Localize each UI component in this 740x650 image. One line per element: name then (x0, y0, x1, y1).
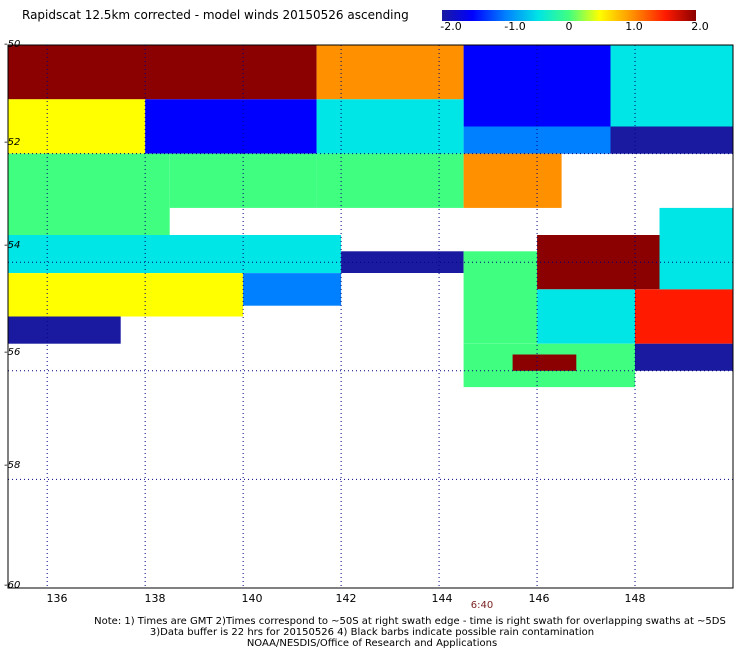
heatmap-cell (537, 289, 636, 344)
heatmap-cell (635, 289, 733, 344)
heatmap-cell (8, 153, 170, 235)
y-tick-label: -58 (4, 460, 21, 471)
colorbar-tick-label: -2.0 (440, 20, 462, 33)
heatmap-cell (316, 153, 464, 208)
y-tick-label: -60 (4, 580, 21, 591)
x-tick-label: 136 (46, 592, 68, 605)
heatmap-cell (145, 99, 317, 154)
heatmap-cell (316, 99, 464, 154)
x-tick-label: 138 (144, 592, 166, 605)
heatmap-cell (341, 251, 464, 273)
heatmap-cell (635, 343, 733, 371)
heatmap-cell (8, 235, 342, 273)
colorbar-tick-label: 0 (565, 20, 573, 33)
colorbar-tick-label: -1.0 (504, 20, 526, 33)
heatmap-cell (537, 235, 660, 290)
heatmap-cell (463, 153, 562, 208)
heatmap-cell (169, 153, 317, 208)
colorbar-tick-label: 2.0 (691, 20, 709, 33)
colorbar-tick-label: 1.0 (625, 20, 643, 33)
heatmap-cell (8, 99, 146, 154)
heatmap-cell (610, 45, 733, 127)
heatmap-cell (659, 207, 733, 290)
heatmap-cell (512, 354, 577, 371)
heatmap-cell (8, 316, 121, 344)
heatmap-cell (243, 273, 342, 306)
heatmap-regions (8, 45, 733, 388)
x-tick-label: 142 (335, 592, 357, 605)
note-line: 3)Data buffer is 22 hrs for 20150526 4) … (149, 627, 595, 638)
x-tick-label: 146 (528, 592, 550, 605)
note-line: Note: 1) Times are GMT 2)Times correspon… (94, 616, 726, 627)
y-tick-label: -56 (4, 347, 21, 358)
y-tick-label: -50 (4, 39, 21, 50)
plot-frame (7, 44, 734, 589)
x-tick-label: 144 (431, 592, 453, 605)
x-tick-label: 140 (241, 592, 263, 605)
credit-line: NOAA/NESDIS/Office of Research and Appli… (246, 638, 498, 649)
heatmap-cell (8, 45, 317, 100)
heatmap-cell (316, 45, 464, 100)
heatmap-cell (610, 126, 733, 154)
heatmap-cell (8, 273, 244, 317)
heatmap-cell (463, 251, 538, 344)
colorbar (442, 10, 696, 21)
swath-time-label: 6:40 (470, 600, 494, 611)
y-tick-label: -54 (4, 240, 21, 251)
x-tick-label: 148 (624, 592, 646, 605)
y-tick-label: -52 (4, 137, 21, 148)
chart-title: Rapidscat 12.5km corrected - model winds… (22, 8, 409, 22)
